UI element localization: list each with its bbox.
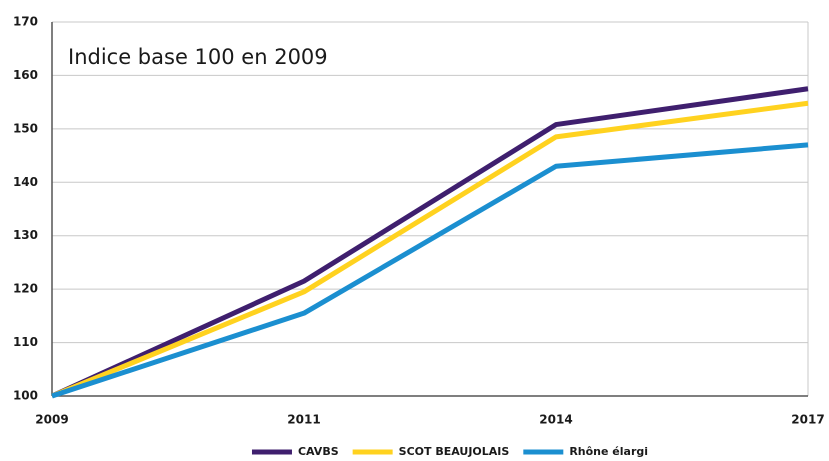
chart-annotation: Indice base 100 en 2009 [68, 45, 328, 69]
y-tick-label: 140 [13, 175, 38, 189]
x-tick-label: 2014 [539, 413, 572, 427]
x-tick-label: 2017 [791, 413, 824, 427]
x-tick-label: 2009 [35, 413, 68, 427]
legend-label: SCOT BEAUJOLAIS [399, 445, 510, 458]
y-tick-label: 170 [13, 15, 38, 29]
series-line [51, 100, 809, 399]
series-line [51, 142, 809, 399]
y-tick-label: 110 [13, 335, 38, 349]
y-tick-label: 130 [13, 228, 38, 242]
x-tick-label: 2011 [287, 413, 320, 427]
legend-label: Rhône élargi [569, 445, 648, 458]
y-tick-label: 100 [13, 389, 38, 403]
y-tick-label: 160 [13, 68, 38, 82]
legend-label: CAVBS [298, 445, 339, 458]
series-line [50, 86, 809, 399]
y-tick-label: 120 [13, 282, 38, 296]
y-tick-label: 150 [13, 121, 38, 135]
